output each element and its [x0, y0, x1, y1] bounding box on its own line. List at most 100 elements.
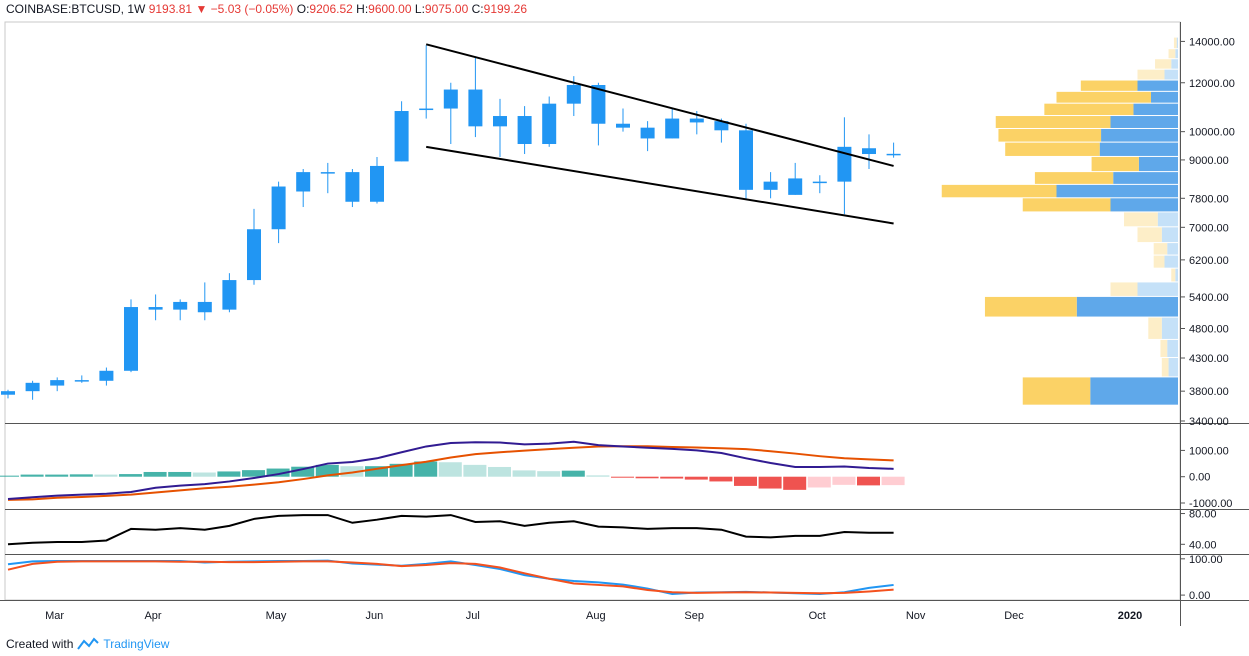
high-value: 9600.00	[368, 2, 412, 16]
open-label: O:	[296, 2, 310, 16]
price-tick-label: 3800.00	[1189, 386, 1229, 398]
candle-body	[197, 301, 212, 313]
stoch-tick-label: 0.00	[1189, 590, 1210, 602]
price-tick-label: 9000.00	[1189, 155, 1229, 167]
trendlines[interactable]	[425, 43, 894, 225]
candle-body	[542, 103, 557, 145]
indicator-tick-label: 80.00	[1189, 509, 1217, 521]
last-price: 9193.81	[148, 2, 193, 16]
volume-profile-up-bar	[1155, 59, 1172, 69]
volume-profile-down-bar	[1157, 212, 1178, 227]
volume-profile-down-bar	[1110, 116, 1178, 128]
macd-histogram-bar	[242, 470, 265, 477]
volume-profile-up-bar	[1160, 339, 1168, 358]
macd-histogram-bar	[168, 471, 192, 477]
candle-body	[566, 85, 581, 104]
macd-histogram-bar	[45, 474, 69, 477]
macd-histogram-bar	[340, 466, 364, 477]
volume-profile-up-bar	[1005, 142, 1100, 156]
candle-body	[419, 108, 434, 111]
volume-profile-up-bar	[1161, 358, 1169, 377]
macd-histogram-bar	[463, 464, 487, 477]
volume-profile-up-bar	[984, 296, 1077, 317]
volume-profile-down-bar	[1090, 377, 1178, 405]
volume-profile-up-bar	[1171, 268, 1176, 282]
candle-body	[788, 178, 803, 195]
time-tick-label: Sep	[684, 610, 704, 622]
price-tick-label: 4800.00	[1189, 324, 1229, 336]
macd-histogram-bar	[119, 474, 142, 477]
volume-profile-up-bar	[941, 184, 1057, 198]
macd-histogram-bar	[537, 471, 561, 477]
macd-histogram-bar	[807, 476, 831, 488]
trendline	[425, 43, 894, 167]
time-tick-label: Oct	[809, 610, 826, 622]
volume-profile-up-bar	[1173, 37, 1177, 49]
candle-body	[739, 130, 753, 190]
volume-profile-down-bar	[1138, 156, 1178, 172]
created-with-label: Created with	[6, 637, 74, 651]
volume-profile-down-bar	[1171, 59, 1178, 69]
macd-tick-label: 1000.00	[1189, 445, 1229, 457]
candle-body	[222, 280, 237, 310]
chart-header: COINBASE:BTCUSD, 1W 9193.81 ▼ −5.03 (−0.…	[6, 2, 527, 16]
macd-histogram-bar	[266, 468, 290, 477]
volume-profile-down-bar	[1167, 243, 1178, 255]
candle-body	[493, 116, 507, 127]
axes: 14000.00 12000.00 10000.00 9000.00 7800.00 70…	[45, 36, 1235, 622]
candle-body	[345, 172, 360, 202]
volume-profile-down-bar	[1101, 128, 1178, 142]
macd-histogram-bar	[611, 476, 634, 478]
macd-histogram-bar	[857, 476, 880, 486]
macd-histogram-bar	[143, 471, 167, 477]
candle-body	[837, 146, 852, 182]
volume-profile-up-bar	[995, 116, 1111, 128]
footer: Created with TradingView	[6, 637, 169, 651]
low-value: 9075.00	[424, 2, 469, 16]
candle-body	[591, 85, 606, 124]
time-tick-label: 2020	[1118, 610, 1142, 622]
macd-histogram-bar	[414, 461, 438, 477]
candle-body	[665, 118, 680, 139]
volume-profile-down-bar	[1176, 37, 1178, 49]
candle-body	[50, 380, 65, 386]
candle-body	[394, 111, 409, 162]
candle-body	[886, 153, 901, 156]
macd-tick-label: 0.00	[1189, 472, 1210, 484]
volume-profile-up-bar	[1044, 103, 1134, 116]
candle-body	[99, 370, 114, 381]
volume-profile-up-bar	[1056, 91, 1151, 103]
price-change: −5.03 (−0.05%)	[210, 2, 294, 16]
candle-body	[124, 307, 138, 371]
price-tick-label: 12000.00	[1189, 78, 1235, 90]
volume-profile-down-bar	[1175, 268, 1178, 282]
macd-tick-label: -1000.00	[1189, 498, 1232, 510]
candle-body	[812, 181, 827, 184]
volume-profile-up-bar	[1091, 156, 1139, 172]
macd-pane	[0, 440, 905, 501]
volume-profile-down-bar	[1164, 69, 1178, 80]
volume-profile-up-bar	[1034, 172, 1114, 184]
price-tick-label: 7800.00	[1189, 193, 1229, 205]
volume-profile-up-bar	[1080, 80, 1138, 91]
volume-profile-down-bar	[1113, 172, 1178, 184]
volume-profile-up-bar	[1148, 317, 1162, 339]
tradingview-brand[interactable]: TradingView	[103, 637, 170, 651]
macd-histogram-bar	[365, 466, 388, 477]
volume-profile	[941, 37, 1178, 405]
candle-body	[25, 382, 40, 392]
time-tick-label: Jun	[366, 610, 384, 622]
volume-profile-up-bar	[1110, 282, 1138, 296]
candle-body	[689, 118, 704, 123]
volume-profile-down-bar	[1161, 227, 1178, 243]
volume-profile-down-bar	[1110, 198, 1178, 212]
candle-body	[370, 165, 384, 202]
macd-histogram-bar	[586, 475, 610, 477]
volume-profile-up-bar	[1022, 377, 1091, 405]
volume-profile-down-bar	[1161, 317, 1178, 339]
candle-body	[247, 229, 261, 281]
chart-frame	[0, 21, 1249, 626]
candle-body	[640, 127, 655, 139]
volume-profile-up-bar	[1137, 227, 1162, 243]
